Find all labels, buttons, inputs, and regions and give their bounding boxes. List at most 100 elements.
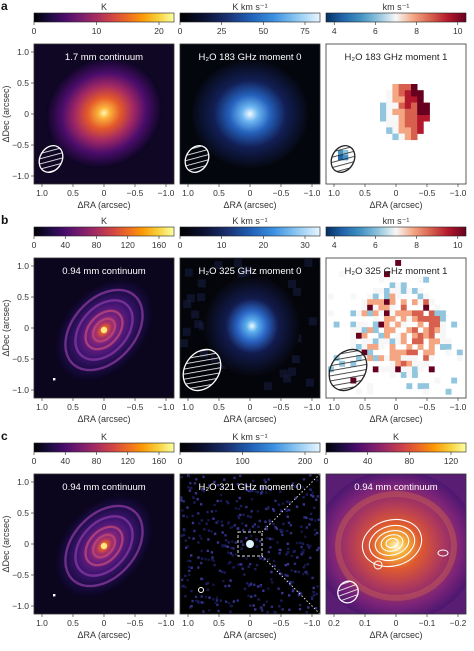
x-tick-label: 0.5 <box>213 402 225 412</box>
velocity-pixel <box>386 115 393 122</box>
velocity-pixel <box>400 282 407 289</box>
noise-cell <box>212 583 215 586</box>
colorbar-tick-label: 200 <box>298 456 312 466</box>
colorbar-unit: K <box>101 216 107 226</box>
map-panel: 0.94 mm continuum <box>33 257 175 399</box>
noise-cell <box>207 519 210 522</box>
colorbar-tick-label: 120 <box>121 240 135 250</box>
velocity-pixel <box>398 102 406 110</box>
velocity-pixel <box>392 121 399 128</box>
x-tick-label: 0.5 <box>359 402 371 412</box>
noise-cell <box>236 483 240 486</box>
noise-cell <box>302 566 305 569</box>
velocity-pixel <box>440 310 446 317</box>
noise-cell <box>238 496 241 500</box>
noise-cell <box>190 566 193 569</box>
noise-cell <box>213 532 217 536</box>
velocity-pixel <box>367 355 374 362</box>
velocity-pixel <box>378 344 385 350</box>
velocity-pixel <box>395 355 402 362</box>
noise-cell <box>254 490 258 493</box>
noise-cell <box>245 505 248 509</box>
noise-cell <box>199 561 203 565</box>
noise-cell <box>280 530 283 534</box>
noise-cell <box>202 475 205 479</box>
noise-cell <box>267 506 270 509</box>
colorbar: K km s⁻¹ 0 10 20 30 <box>178 216 321 250</box>
x-tick-label: 0.5 <box>359 188 371 198</box>
velocity-pixel <box>395 332 402 339</box>
colorbar-gradient <box>325 12 467 23</box>
velocity-pixel <box>412 332 418 339</box>
colorbar-tick-label: 10 <box>453 26 463 36</box>
noise-cell <box>227 541 230 544</box>
colorbar-tick-label: 80 <box>92 240 102 250</box>
noise-cell <box>202 601 205 605</box>
noise-cell <box>187 573 191 577</box>
velocity-pixel <box>417 316 424 322</box>
noise-cell <box>295 541 299 545</box>
disk-ring <box>84 525 124 567</box>
noise-cell <box>310 597 314 600</box>
noise-cell <box>308 317 317 326</box>
noise-cell <box>227 584 231 588</box>
colorbar: km s⁻¹ 4 6 8 10 <box>325 2 467 36</box>
noise-cell <box>216 483 220 487</box>
velocity-pixel <box>417 90 424 97</box>
noise-cell <box>231 540 234 543</box>
velocity-pixel <box>361 310 368 317</box>
noise-cell <box>216 603 219 607</box>
velocity-pixel <box>367 327 374 334</box>
noise-cell <box>215 596 219 599</box>
contour-line <box>380 534 404 552</box>
velocity-pixel <box>412 338 418 345</box>
velocity-pixel <box>417 121 424 128</box>
noise-cell <box>304 258 313 267</box>
noise-cell <box>291 355 300 364</box>
noise-cell <box>240 547 243 550</box>
noise-cell <box>243 483 246 486</box>
noise-cell <box>254 608 257 611</box>
colorbar-unit: K km s⁻¹ <box>232 2 267 12</box>
noise-cell <box>295 505 299 508</box>
noise-cell <box>286 500 289 503</box>
beam-ellipse <box>38 145 64 173</box>
noise-cell <box>224 600 228 603</box>
noise-cell <box>227 601 231 605</box>
noise-cell <box>186 559 190 562</box>
velocity-pixel <box>428 299 435 306</box>
velocity-pixel <box>392 84 399 91</box>
velocity-pixel <box>356 310 362 317</box>
noise-cell <box>200 549 203 553</box>
colorbar-tick-label: 0 <box>32 240 37 250</box>
noise-cell <box>286 542 289 546</box>
x-tick-label: 0.5 <box>67 618 79 628</box>
noise-cell <box>219 493 223 497</box>
row-label: c <box>1 429 8 443</box>
noise-cell <box>308 517 312 521</box>
noise-cell <box>266 507 269 511</box>
colorbar-tick-label: 30 <box>300 240 310 250</box>
velocity-pixel <box>378 304 385 311</box>
noise-cell <box>245 488 249 492</box>
noise-cell <box>184 268 193 277</box>
velocity-pixel <box>386 127 393 134</box>
velocity-pixel <box>395 293 402 300</box>
noise-cell <box>309 544 312 548</box>
colorbar-tick-label: 0 <box>32 26 37 36</box>
x-axis-label: ΔRA (arcsec) <box>77 630 130 640</box>
noise-cell <box>265 507 268 511</box>
velocity-pixel <box>386 90 393 97</box>
map-panel: 1.7 mm continuum <box>33 43 175 185</box>
velocity-pixel <box>404 96 412 103</box>
panel-title: H₂O 325 GHz moment 0 <box>199 266 302 277</box>
noise-cell <box>183 300 192 309</box>
zoom-box <box>237 531 263 557</box>
disk-ring <box>64 504 144 588</box>
noise-cell <box>187 486 190 489</box>
velocity-pixel <box>406 366 413 373</box>
velocity-pixel <box>392 108 399 116</box>
velocity-pixel <box>412 355 418 362</box>
x-axis-label: ΔRA (arcsec) <box>77 200 130 210</box>
velocity-pixel <box>445 338 452 345</box>
